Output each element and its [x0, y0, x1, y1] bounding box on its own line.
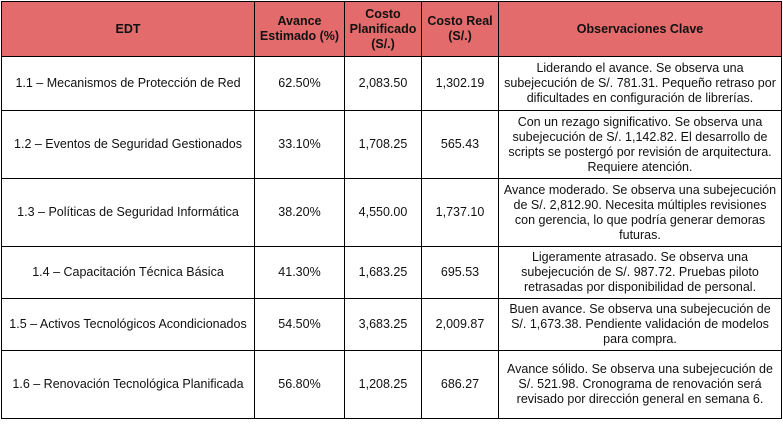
table-row: 1.3 – Políticas de Seguridad Informática…	[1, 178, 782, 247]
avance-cell: 41.30%	[254, 246, 345, 299]
observaciones-cell: Buen avance. Se observa una subejecución…	[498, 298, 782, 351]
real-cell: 1,302.19	[421, 56, 499, 111]
edt-cell: 1.1 – Mecanismos de Protección de Red	[1, 56, 255, 111]
planificado-cell: 1,708.25	[344, 110, 422, 179]
header-edt: EDT	[1, 1, 255, 57]
observaciones-cell: Ligeramente atrasado. Se observa una sub…	[498, 246, 782, 299]
real-cell: 686.27	[421, 350, 499, 419]
header-avance: Avance Estimado (%)	[254, 1, 345, 57]
edt-cell: 1.5 – Activos Tecnológicos Acondicionado…	[1, 298, 255, 351]
table-row: 1.6 – Renovación Tecnológica Planificada…	[1, 350, 782, 419]
real-cell: 695.53	[421, 246, 499, 299]
planificado-cell: 1,208.25	[344, 350, 422, 419]
avance-cell: 33.10%	[254, 110, 345, 179]
real-cell: 565.43	[421, 110, 499, 179]
header-costo-real: Costo Real (S/.)	[421, 1, 499, 57]
table-row: 1.4 – Capacitación Técnica Básica 41.30%…	[1, 246, 782, 299]
table-row: 1.5 – Activos Tecnológicos Acondicionado…	[1, 298, 782, 351]
edt-cell: 1.2 – Eventos de Seguridad Gestionados	[1, 110, 255, 179]
table-header: EDT Avance Estimado (%) Costo Planificad…	[1, 1, 782, 57]
edt-table: EDT Avance Estimado (%) Costo Planificad…	[1, 1, 782, 419]
edt-cell: 1.6 – Renovación Tecnológica Planificada	[1, 350, 255, 419]
table-body: 1.1 – Mecanismos de Protección de Red 62…	[1, 56, 782, 419]
edt-cell: 1.4 – Capacitación Técnica Básica	[1, 246, 255, 299]
planificado-cell: 3,683.25	[344, 298, 422, 351]
avance-cell: 56.80%	[254, 350, 345, 419]
header-costo-planificado: Costo Planificado (S/.)	[344, 1, 422, 57]
avance-cell: 62.50%	[254, 56, 345, 111]
table-row: 1.2 – Eventos de Seguridad Gestionados 3…	[1, 110, 782, 179]
edt-cell: 1.3 – Políticas de Seguridad Informática	[1, 178, 255, 247]
planificado-cell: 2,083.50	[344, 56, 422, 111]
observaciones-cell: Avance moderado. Se observa una subejecu…	[498, 178, 782, 247]
observaciones-cell: Liderando el avance. Se observa una sube…	[498, 56, 782, 111]
avance-cell: 38.20%	[254, 178, 345, 247]
observaciones-cell: Avance sólido. Se observa una subejecuci…	[498, 350, 782, 419]
table-row: 1.1 – Mecanismos de Protección de Red 62…	[1, 56, 782, 111]
planificado-cell: 1,683.25	[344, 246, 422, 299]
header-row: EDT Avance Estimado (%) Costo Planificad…	[1, 1, 782, 57]
real-cell: 2,009.87	[421, 298, 499, 351]
observaciones-cell: Con un rezago significativo. Se observa …	[498, 110, 782, 179]
real-cell: 1,737.10	[421, 178, 499, 247]
header-observaciones: Observaciones Clave	[498, 1, 782, 57]
planificado-cell: 4,550.00	[344, 178, 422, 247]
avance-cell: 54.50%	[254, 298, 345, 351]
